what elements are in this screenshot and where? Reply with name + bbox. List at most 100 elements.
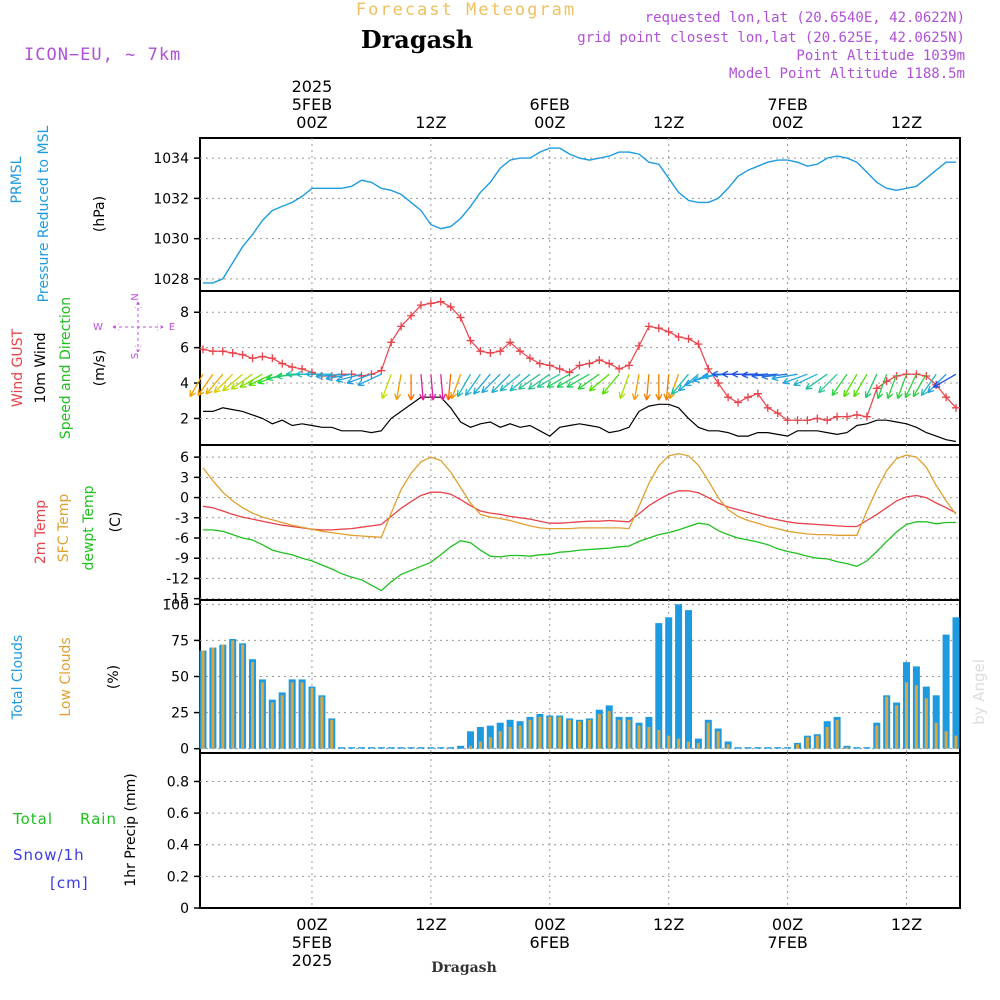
temp-sfc-label: SFC Temp [56,494,72,563]
wind-gust-marker [535,359,544,368]
precip-total-label: Total [12,810,53,828]
wind-direction-arrow [509,373,531,392]
wind-direction-arrow [843,373,858,398]
precip-y-axis: 0 0.2 0.4 0.6 0.8 [167,774,200,917]
low-clouds-bar [825,727,829,749]
total-clouds-bar [685,610,692,749]
location-title: Dragash [361,25,473,54]
total-clouds-bar [655,623,663,749]
compass-arrows-icon [112,301,164,353]
total-clouds-bar [784,747,792,749]
pressure-y-axis: 1028 1030 1032 1034 [153,151,200,288]
wind-direction-arrow [655,374,663,401]
low-clouds-bar [954,735,958,749]
low-clouds-bar [488,737,492,749]
wind-direction-arrow [499,373,521,392]
wind-gust-marker [506,338,515,347]
wind-direction-arrow [189,373,204,398]
wind-y-axis: 2 4 6 8 [180,305,200,427]
wind-gust-marker [852,410,861,419]
compass-e: E [169,322,175,333]
wind-gust-marker [456,313,465,322]
low-clouds-bar [835,719,839,749]
wind-gust-marker [446,302,455,311]
wind-gust-marker [516,347,525,356]
wind-gust-marker [902,370,911,379]
wind-direction-arrow [346,373,372,385]
low-clouds-bar [895,705,899,749]
wind-gust-marker [833,412,842,421]
wind-gust-marker [674,333,683,342]
wind-direction-arrow [618,373,630,400]
wind-unit: (m/s) [92,350,108,387]
wind-gust-marker [575,361,584,370]
wind-gust-marker [912,370,921,379]
low-clouds-bar [924,698,928,749]
wind-direction-arrow [419,374,427,401]
y-tick-label: 50 [171,670,189,686]
low-clouds-bar [875,725,879,749]
low-clouds-bar [815,735,819,749]
wind-gust-marker [793,416,802,425]
precip-unit: 1hr Precip (mm) [123,773,139,886]
wind-gust-marker [268,354,277,363]
wind-direction-arrow [315,372,342,380]
wind-direction-arrow [876,373,888,400]
wind-panel: 2 4 6 8 Wind GUST 10m Wind Speed and Direct… [10,290,961,446]
total-clouds-bar [942,634,950,749]
wind-gust-marker [367,370,376,379]
low-clouds-bar [726,744,730,749]
wind-direction-arrow [536,373,561,388]
wind-direction-arrow [920,373,937,397]
wind-gust-marker [525,354,534,363]
pressure-plot [203,147,956,284]
total-clouds-bar [764,747,772,749]
y-tick-label: 1028 [153,272,189,288]
wind-direction-arrow [668,373,680,400]
wind-direction-arrow [793,373,818,387]
total-clouds-bar [853,747,861,749]
wind-direction-arrow [213,373,234,394]
wind-direction-arrow [761,372,788,380]
precip-snow-label: Snow/1h [13,846,85,864]
low-clouds-bar [647,727,651,749]
low-clouds-bar [607,711,611,749]
wind-direction-arrow [205,373,224,395]
low-clouds-bar [310,688,314,749]
y-tick-label: 3 [180,470,189,486]
clouds-y-axis: 0 25 50 75 100 [162,597,200,758]
total-clouds-bar [437,747,445,749]
total-clouds-bar [665,617,673,749]
low-clouds-bar [538,716,542,749]
low-clouds-bar [260,682,264,749]
low-clouds-bar [211,647,215,749]
total-clouds-bar [407,747,415,749]
compass-n: N [130,293,141,300]
time-tick-label: 2025 [292,951,333,970]
y-tick-label: 0 [180,742,189,758]
low-clouds-bar [934,722,938,749]
wind-gust-marker [397,322,406,331]
y-tick-label: 6 [180,341,189,357]
wind-gust-marker [684,334,693,343]
wind-direction-arrow [380,373,392,400]
temp-dewpt-label: dewpt Temp [81,485,97,570]
wind-gust-marker [872,384,881,393]
y-tick-label: 0.6 [167,806,189,822]
wind-gust-marker [644,322,653,331]
pressure-unit: (hPa) [92,196,108,232]
wind-gust-marker [416,301,425,310]
total-clouds-bar [744,747,752,749]
wind-direction-arrow [912,373,927,398]
low-clouds-bar [221,644,225,749]
wind-direction-arrow [438,374,447,401]
low-clouds-label: Low Clouds [58,637,74,716]
compass-rose-icon: N S W E [93,293,175,359]
wind-direction-arrow [239,373,263,388]
low-clouds-bar [617,719,621,749]
wind-gust-marker [625,361,634,370]
wind-direction-arrow [472,373,491,395]
wind-direction-arrow [407,374,415,401]
wind-direction-arrow [904,373,917,399]
compass-w: W [93,322,103,333]
